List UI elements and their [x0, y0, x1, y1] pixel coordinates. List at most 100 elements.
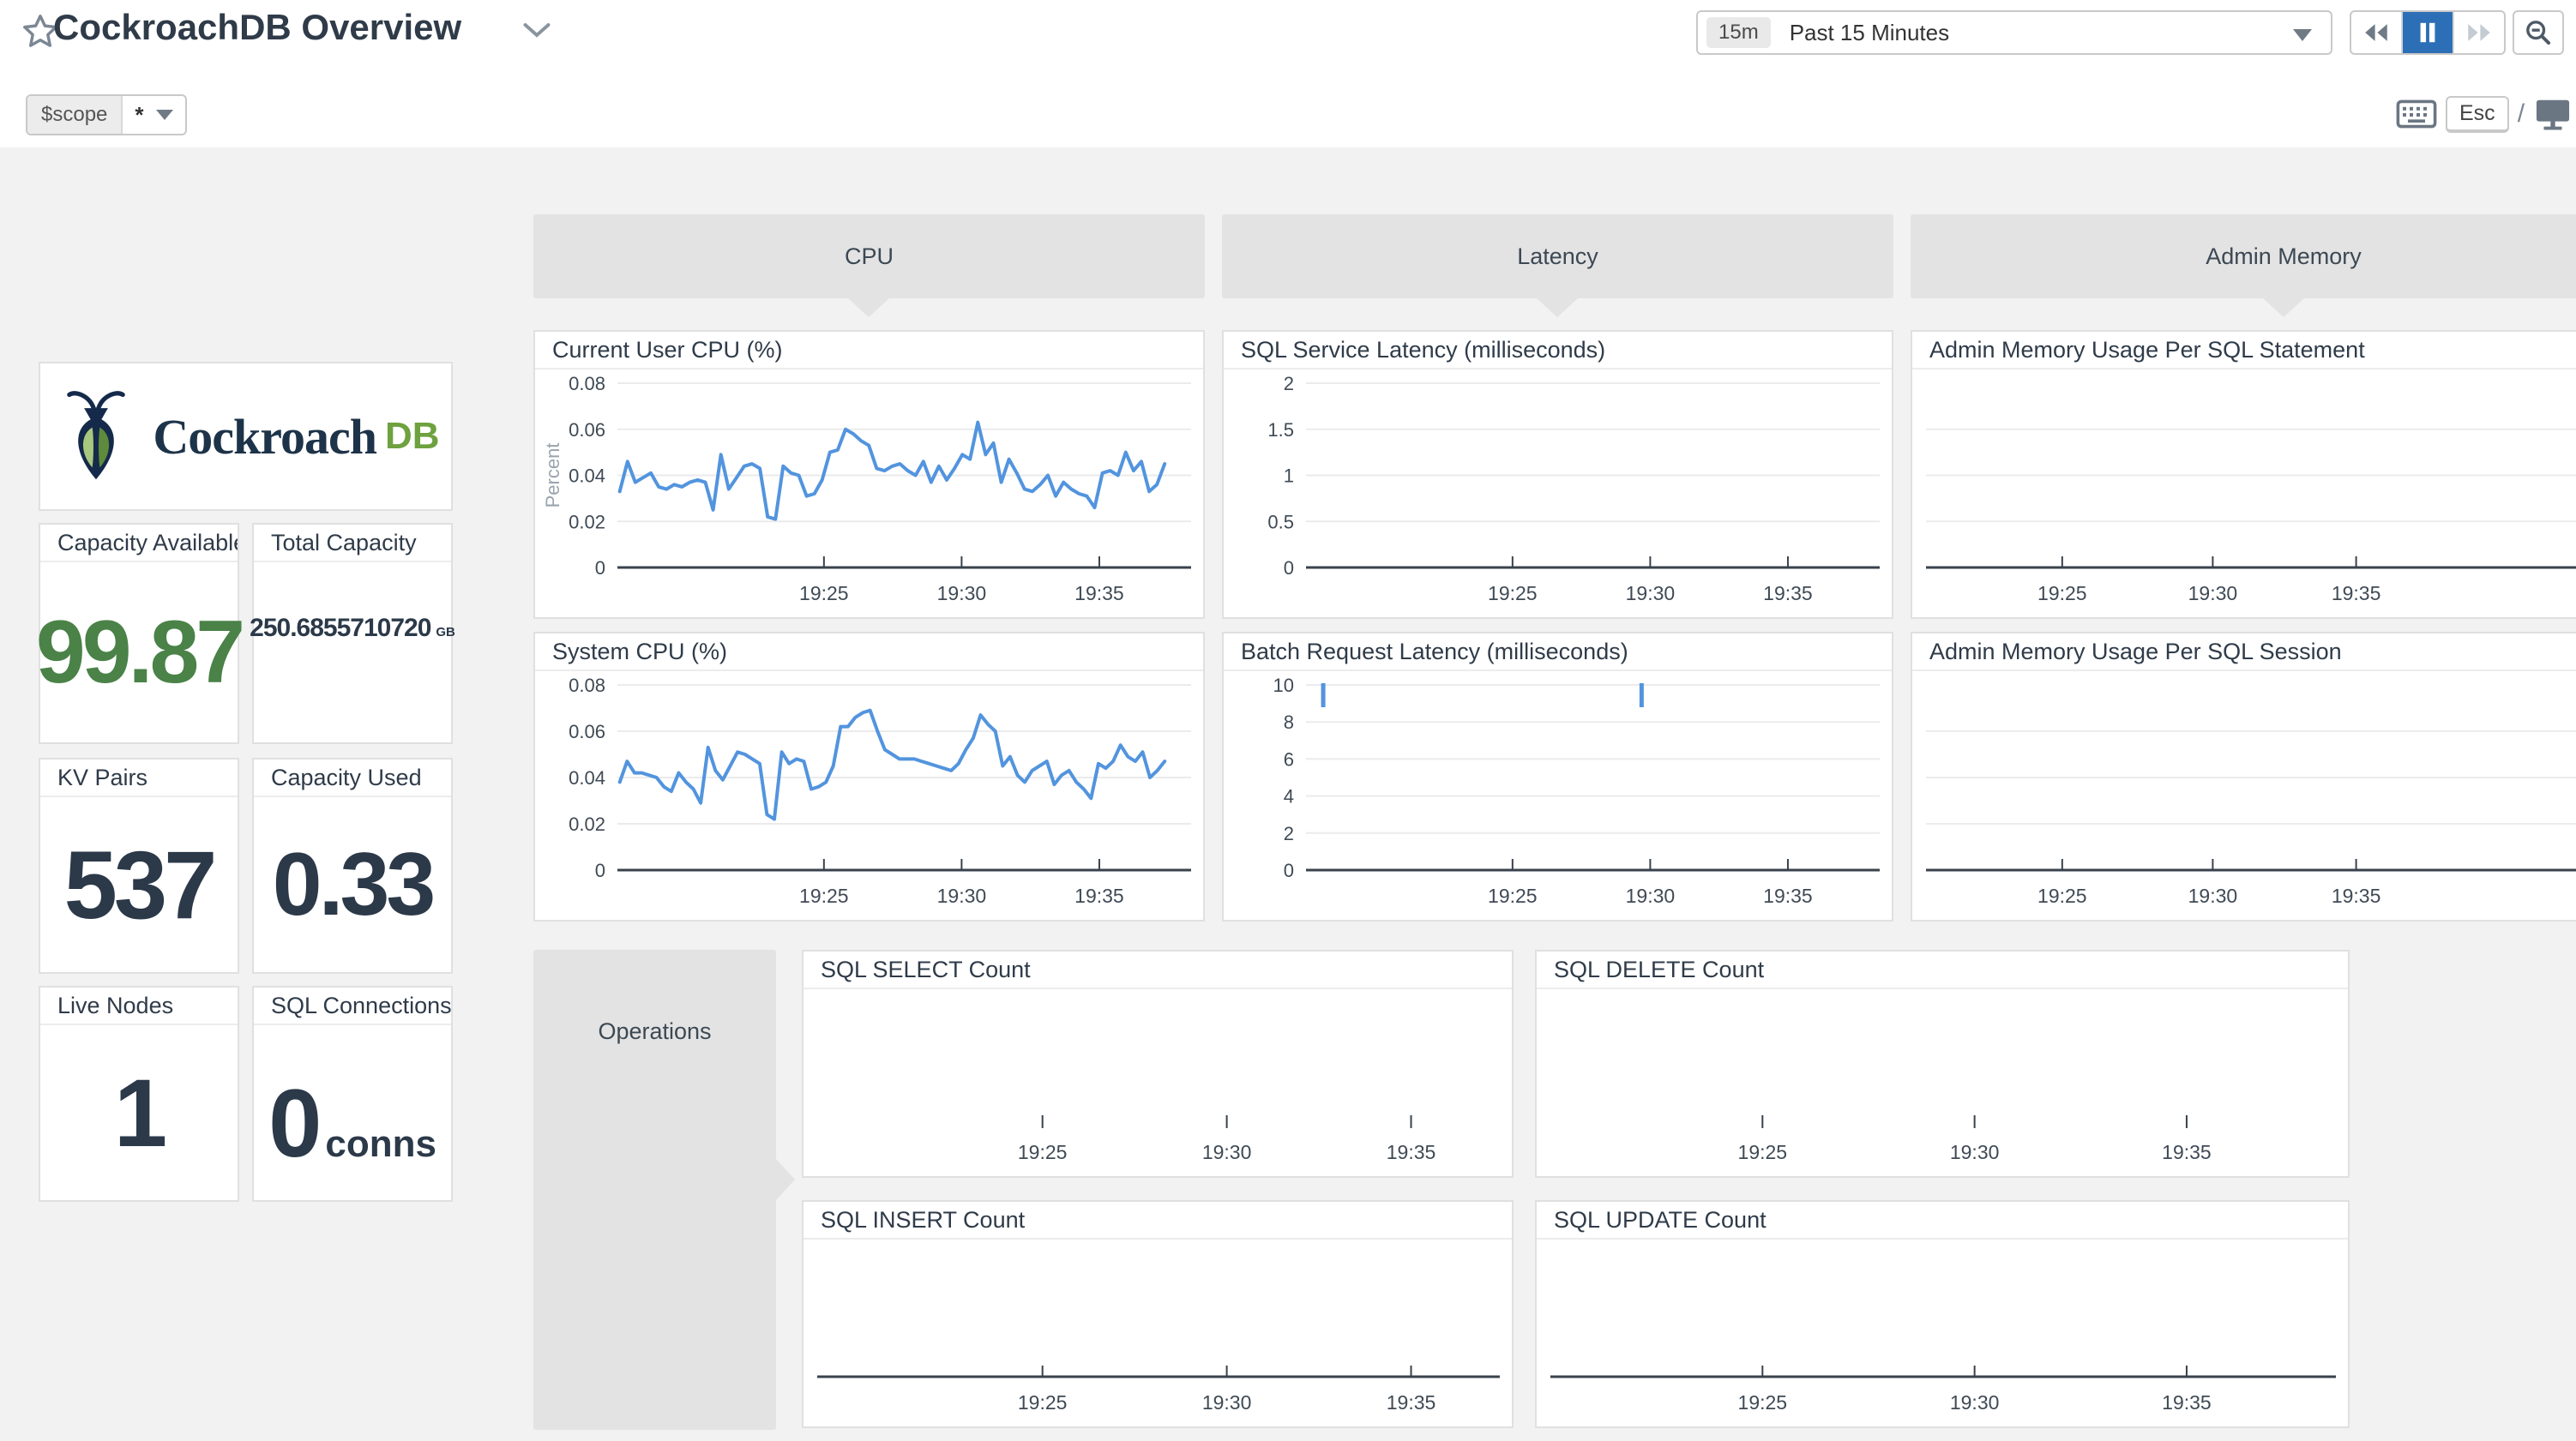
svg-text:0.02: 0.02: [569, 511, 605, 532]
svg-text:19:25: 19:25: [2037, 582, 2087, 604]
pause-button[interactable]: [2403, 12, 2454, 53]
svg-text:10: 10: [1273, 675, 1294, 696]
chart-widget-sql-delete-count[interactable]: SQL DELETE Count 19:25 19:30 19:35: [1535, 950, 2350, 1178]
stat-tile-capacity-used[interactable]: Capacity Used 0.33: [252, 758, 453, 974]
group-operations-notch: [776, 1159, 795, 1200]
stat-label: SQL Connections: [254, 988, 451, 1025]
stat-tile-total-capacity[interactable]: Total Capacity 250.6855710720 GB: [250, 523, 455, 744]
chart-plot-area[interactable]: 19:25 19:30 19:35: [1537, 1240, 2348, 1426]
svg-text:0.02: 0.02: [569, 814, 605, 835]
top-bar: CockroachDB Overview $scope * 15m Past 1…: [0, 0, 2576, 147]
title-chevron-down-icon[interactable]: [521, 19, 552, 41]
stat-tile-live-nodes[interactable]: Live Nodes 1: [39, 986, 239, 1202]
fullscreen-monitor-icon[interactable]: [2533, 97, 2573, 131]
cockroachdb-logo-widget[interactable]: Cockroach DB: [39, 362, 453, 511]
chart-widget-batch-request-latency[interactable]: Batch Request Latency (milliseconds) 10 8…: [1222, 632, 1893, 922]
svg-text:19:35: 19:35: [2162, 1141, 2212, 1163]
stat-tile-sql-connections[interactable]: SQL Connections 0 conns: [252, 986, 453, 1202]
svg-text:19:30: 19:30: [1202, 1391, 1252, 1414]
chart-plot-area[interactable]: 19:25 19:30 19:35: [1912, 671, 2576, 920]
logo-suffix: DB: [385, 415, 440, 457]
group-label: Admin Memory: [2206, 243, 2362, 269]
zoom-out-button[interactable]: [2513, 10, 2564, 55]
svg-text:8: 8: [1284, 711, 1294, 733]
esc-key-button[interactable]: Esc: [2446, 95, 2509, 133]
chart-widget-sql-update-count[interactable]: SQL UPDATE Count 19:25 19:30 19:35: [1535, 1200, 2350, 1428]
chart-title: Admin Memory Usage Per SQL Session: [1912, 633, 2576, 671]
chart-title: SQL UPDATE Count: [1537, 1202, 2348, 1240]
svg-text:1.5: 1.5: [1267, 419, 1294, 441]
stat-label: KV Pairs: [40, 760, 238, 797]
fast-forward-button[interactable]: [2454, 12, 2504, 53]
chart-plot-area[interactable]: 19:25 19:30 19:35: [1912, 369, 2576, 617]
svg-text:19:35: 19:35: [1387, 1391, 1436, 1414]
star-icon[interactable]: [21, 12, 60, 51]
time-playback-controls: [2350, 10, 2506, 55]
svg-text:19:35: 19:35: [1074, 582, 1124, 604]
svg-text:0.08: 0.08: [569, 675, 605, 696]
svg-text:1: 1: [1284, 465, 1294, 487]
cockroach-bug-icon: [67, 391, 126, 480]
chart-title: SQL DELETE Count: [1537, 952, 2348, 989]
chart-plot-area[interactable]: 0.08 0.06 0.04 0.02 0 Percent 19:25 19:30 19:35: [535, 369, 1203, 617]
chart-title: Current User CPU (%): [535, 332, 1203, 369]
chart-title: SQL Service Latency (milliseconds): [1224, 332, 1892, 369]
stat-value: 250.6855710720: [250, 614, 431, 642]
svg-text:19:35: 19:35: [1074, 885, 1124, 907]
stat-tile-kv-pairs[interactable]: KV Pairs 537: [39, 758, 239, 974]
chart-widget-sql-service-latency[interactable]: SQL Service Latency (milliseconds) 2 1.5 1…: [1222, 330, 1893, 619]
svg-text:6: 6: [1284, 748, 1294, 770]
svg-text:0: 0: [595, 557, 605, 579]
group-header-operations[interactable]: Operations: [533, 950, 776, 1430]
chart-title: SQL SELECT Count: [803, 952, 1512, 989]
chart-plot-area[interactable]: 2 1.5 1 0.5 0 19:25 19:30 19:35: [1224, 369, 1892, 617]
chart-widget-current-user-cpu[interactable]: Current User CPU (%) 0.08 0.06 0.04 0.02 0 Pe…: [533, 330, 1205, 619]
time-range-selector[interactable]: 15m Past 15 Minutes: [1696, 10, 2332, 55]
chart-plot-area[interactable]: 10 8 6 4 2 0 19:25 19:30 19:35: [1224, 671, 1892, 920]
svg-text:19:30: 19:30: [1950, 1391, 2000, 1414]
chart-widget-sql-insert-count[interactable]: SQL INSERT Count 19:25 19:30 19:35: [802, 1200, 1514, 1428]
chart-widget-admin-memory-per-statement[interactable]: Admin Memory Usage Per SQL Statement 19:…: [1911, 330, 2576, 619]
svg-text:19:25: 19:25: [799, 885, 849, 907]
scope-value: *: [135, 101, 144, 128]
stat-value: 0: [268, 1070, 322, 1177]
svg-text:0: 0: [1284, 557, 1294, 579]
chart-plot-area[interactable]: 19:25 19:30 19:35: [803, 989, 1512, 1176]
rewind-button[interactable]: [2351, 12, 2403, 53]
svg-text:19:25: 19:25: [2037, 885, 2087, 907]
group-label: Latency: [1517, 243, 1598, 269]
chart-widget-admin-memory-per-session[interactable]: Admin Memory Usage Per SQL Session 19:25…: [1911, 632, 2576, 922]
time-range-label: Past 15 Minutes: [1789, 19, 1950, 45]
group-header-cpu[interactable]: CPU: [533, 214, 1205, 298]
group-header-admin-memory[interactable]: Admin Memory: [1911, 214, 2576, 298]
svg-text:2: 2: [1284, 823, 1294, 844]
stat-tile-capacity-available[interactable]: Capacity Available... 99.87: [35, 523, 245, 744]
svg-text:0.06: 0.06: [569, 721, 605, 742]
group-header-latency[interactable]: Latency: [1222, 214, 1893, 298]
stat-label: Live Nodes: [40, 988, 238, 1025]
svg-text:19:25: 19:25: [1488, 885, 1538, 907]
svg-text:19:25: 19:25: [1738, 1391, 1788, 1414]
chart-plot-area[interactable]: 19:25 19:30 19:35: [1537, 989, 2348, 1176]
group-latency-notch: [1537, 298, 1578, 317]
svg-text:19:30: 19:30: [2188, 582, 2238, 604]
svg-text:4: 4: [1284, 786, 1294, 808]
chart-title: Batch Request Latency (milliseconds): [1224, 633, 1892, 671]
svg-text:19:25: 19:25: [1018, 1391, 1068, 1414]
group-label: CPU: [844, 243, 894, 269]
svg-text:19:30: 19:30: [1626, 885, 1676, 907]
scope-label: $scope: [27, 96, 123, 134]
pause-icon: [2420, 22, 2435, 43]
chart-widget-sql-select-count[interactable]: SQL SELECT Count 19:25 19:30 19:35: [802, 950, 1514, 1178]
chart-plot-area[interactable]: 19:25 19:30 19:35: [803, 1240, 1512, 1426]
keyboard-icon[interactable]: [2396, 99, 2437, 129]
time-caret-down-icon: [2293, 29, 2312, 41]
scope-template-variable[interactable]: $scope *: [26, 94, 187, 135]
svg-text:19:25: 19:25: [1738, 1141, 1788, 1163]
chart-widget-system-cpu[interactable]: System CPU (%) 0.08 0.06 0.04 0.02 0 19:25 19:…: [533, 632, 1205, 922]
svg-text:19:35: 19:35: [2332, 582, 2381, 604]
stat-value: 99.87: [35, 602, 245, 702]
chart-plot-area[interactable]: 0.08 0.06 0.04 0.02 0 19:25 19:30 19:35: [535, 671, 1203, 920]
svg-text:19:35: 19:35: [2162, 1391, 2212, 1414]
svg-text:2: 2: [1284, 373, 1294, 394]
